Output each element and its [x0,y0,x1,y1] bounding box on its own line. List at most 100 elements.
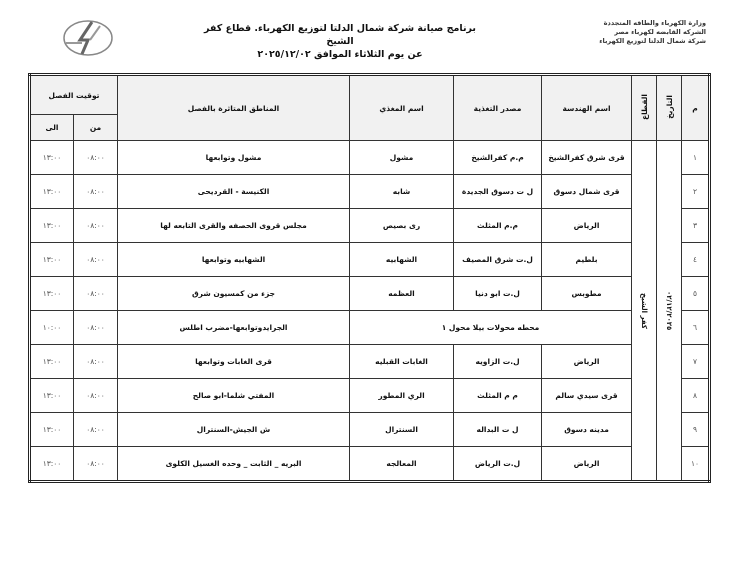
to-time-cell: ١٣:٠٠ [28,242,75,277]
engineering-cell: قرى شمال دسوق [541,174,633,209]
table-row: ٨ قرى سيدي سالم م م المثلث الري المطور المفت… [28,378,711,413]
feeder-cell: شابه [349,174,455,209]
document-title: برنامج صيانة شركة شمال الدلتا لتوزيع الك… [204,23,476,47]
company-logo-icon [63,20,113,56]
to-time-cell: ١٣:٠٠ [28,378,75,413]
source-cell: م.م المثلث [453,208,543,243]
sector-value: كفر الشيخ [640,292,649,329]
table-row: ١ ٠٢/١٢/٢٠٢٥ كفر الشيخ قرى شرق كفرالشيخ م.م … [28,140,711,482]
date-cell: ٠٢/١٢/٢٠٢٥ [656,140,683,482]
table-row: ٧ الرياض ل.ت الزاويه الغابات القبليه قرى الغ… [28,344,711,379]
feeder-cell: رى بصيص [349,208,455,243]
document-title-block: برنامج صيانة شركة شمال الدلتا لتوزيع الك… [190,22,490,61]
ministry-line: شركة شمال الدلتا لتوزيع الكهرباء [599,37,706,45]
table-row: ٩ مدينه دسوق ل ت البداله السنترال ش الجيش-ال… [28,412,711,447]
feeder-cell: الشهابيه [349,242,455,277]
table-row: ١٠ الرياض ل.ت الرياض المعالجه البريه _ الثاب… [28,446,711,482]
source-cell: ل ت دسوق الجديدة [453,174,543,209]
from-time-cell: ٠٨:٠٠ [73,208,119,243]
table-row: ٣ الرياض م.م المثلث رى بصيص مجلس قروى الحصفه… [28,208,711,243]
source-cell: ل.ت ابو دنيا [453,276,543,311]
to-time-cell: ١٣:٠٠ [28,174,75,209]
engineering-cell: بلطيم [541,242,633,277]
from-time-cell: ٠٨:٠٠ [73,378,119,413]
source-cell: ل.ت الزاويه [453,344,543,379]
engineering-cell: الرياض [541,446,633,482]
areas-cell: الجرايدوتوابعها-مضرب اطلس [117,310,351,345]
from-time-cell: ٠٨:٠٠ [73,344,119,379]
source-cell: ل.ت شرق المصيف [453,242,543,277]
to-time-cell: ١٠:٠٠ [28,310,75,345]
from-time-cell: ٠٨:٠٠ [73,412,119,447]
header-to: الى [28,114,75,141]
from-time-cell: ٠٨:٠٠ [73,174,119,209]
to-time-cell: ١٣:٠٠ [28,140,75,175]
row-number: ٥ [681,276,711,311]
feeder-cell: الري المطور [349,378,455,413]
areas-cell: مجلس قروى الحصفه والقرى التابعه لها [117,208,351,243]
to-time-cell: ١٣:٠٠ [28,412,75,447]
from-time-cell: ٠٨:٠٠ [73,446,119,482]
to-time-cell: ١٣:٠٠ [28,276,75,311]
merged-source-cell: محطه محولات بيلا محول ١ [349,310,633,345]
row-number: ٢ [681,174,711,209]
sector-cell: كفر الشيخ [631,140,658,482]
source-cell: ل.ت الرياض [453,446,543,482]
date-value: ٠٢/١٢/٢٠٢٥ [665,290,674,331]
ministry-line: الشركه القابضه لكهرباء مصر [614,28,706,36]
engineering-cell: مدينه دسوق [541,412,633,447]
header-feeder: اسم المغذي [349,74,455,141]
table-row: ٢ قرى شمال دسوق ل ت دسوق الجديدة شابه الكنيس… [28,174,711,209]
engineering-cell: قرى سيدي سالم [541,378,633,413]
header-sector: القطاع [631,74,658,141]
header-time: توقيت الفصل [28,74,119,115]
from-time-cell: ٠٨:٠٠ [73,140,119,175]
feeder-cell: السنترال [349,412,455,447]
feeder-cell: مشول [349,140,455,175]
table-row: ٤ بلطيم ل.ت شرق المصيف الشهابيه الشهابيه وتو… [28,242,711,277]
row-number: ٦ [681,310,711,345]
table-row: ٥ مطوبس ل.ت ابو دنيا العظمه جزء من كمسيون شر… [28,276,711,311]
row-number: ٤ [681,242,711,277]
row-number: ٧ [681,344,711,379]
ministry-line: وزارة الكهرباء والطاقه المتجددة [603,19,706,27]
ministry-header: وزارة الكهرباء والطاقه المتجددة الشركه ا… [566,19,706,46]
to-time-cell: ١٣:٠٠ [28,446,75,482]
from-time-cell: ٠٨:٠٠ [73,310,119,345]
source-cell: م م المثلث [453,378,543,413]
feeder-cell: الغابات القبليه [349,344,455,379]
to-time-cell: ١٣:٠٠ [28,208,75,243]
row-number: ١ [681,140,711,175]
row-number: ٩ [681,412,711,447]
header-num: م [681,74,711,141]
from-time-cell: ٠٨:٠٠ [73,276,119,311]
row-number: ١٠ [681,446,711,482]
areas-cell: الشهابيه وتوابعها [117,242,351,277]
document-subtitle: عن يوم الثلاثاء الموافق ٢٠٢٥/١٢/٠٢ [257,49,423,60]
feeder-cell: المعالجه [349,446,455,482]
source-cell: ل ت البداله [453,412,543,447]
areas-cell: جزء من كمسيون شرق [117,276,351,311]
engineering-cell: الرياض [541,208,633,243]
engineering-cell: قرى شرق كفرالشيخ [541,140,633,175]
feeder-cell: العظمه [349,276,455,311]
header-source: مصدر التغذية [453,74,543,141]
header-from: من [73,114,119,141]
areas-cell: المفتي شلما-ابو صالح [117,378,351,413]
from-time-cell: ٠٨:٠٠ [73,242,119,277]
areas-cell: مشول وتوابعها [117,140,351,175]
header-engineering: اسم الهندسة [541,74,633,141]
areas-cell: البريه _ الثابت _ وحده الغسيل الكلوى [117,446,351,482]
row-number: ٨ [681,378,711,413]
row-number: ٣ [681,208,711,243]
header-date: التاريخ [656,74,683,141]
engineering-cell: الرياض [541,344,633,379]
table-row: ٦ محطه محولات بيلا محول ١ الجرايدوتوابعها-… [28,310,711,345]
engineering-cell: مطوبس [541,276,633,311]
areas-cell: ش الجيش-السنترال [117,412,351,447]
header-areas: المناطق المتاثرة بالفصل [117,74,351,141]
areas-cell: الكنيسة - القرديحى [117,174,351,209]
to-time-cell: ١٣:٠٠ [28,344,75,379]
maintenance-schedule-table: م التاريخ القطاع اسم الهندسة مصدر التغذي… [28,73,712,483]
areas-cell: قرى الغابات وتوابعها [117,344,351,379]
